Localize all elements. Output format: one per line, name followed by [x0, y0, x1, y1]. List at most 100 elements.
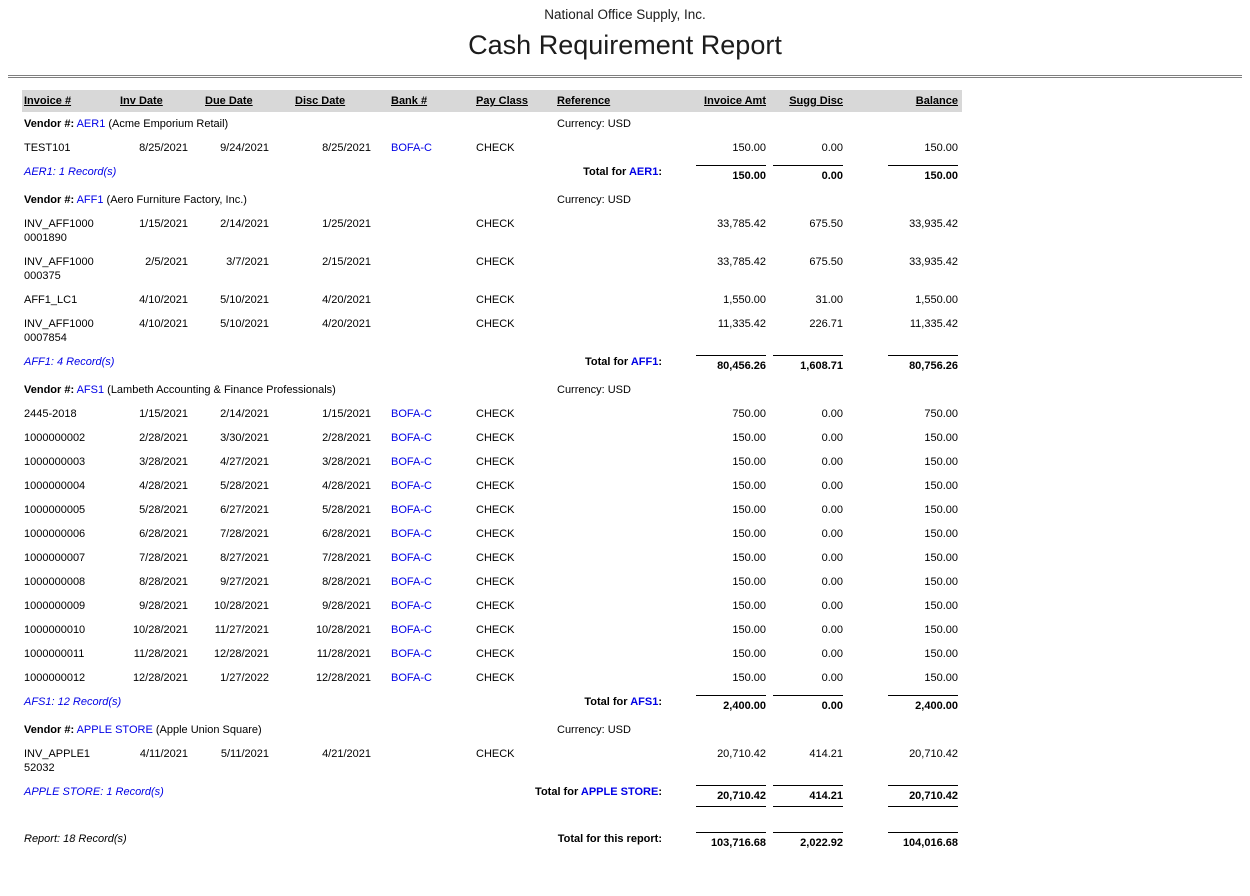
balance: 150.00: [924, 576, 958, 588]
sugg-disc: 675.50: [809, 256, 843, 268]
bank-number-cell: BOFA-C: [375, 522, 460, 546]
inv-date: 9/28/2021: [139, 600, 188, 612]
due-date: 2/14/2021: [220, 408, 269, 420]
disc-date: 8/25/2021: [322, 142, 371, 154]
sugg-disc: 0.00: [821, 552, 843, 564]
bank-link[interactable]: BOFA-C: [391, 408, 432, 420]
invoice-row: 1000000008 8/28/2021 9/27/2021 8/28/2021…: [22, 570, 962, 594]
bank-link[interactable]: BOFA-C: [391, 456, 432, 468]
invoice-row: INV_AFF10000001890 1/15/2021 2/14/2021 1…: [22, 212, 962, 250]
total-vendor-code-link[interactable]: APPLE STORE: [580, 786, 659, 798]
invoice-row: TEST101 8/25/2021 9/24/2021 8/25/2021 BO…: [22, 136, 962, 160]
colon-text: :: [658, 166, 662, 178]
cash-requirement-table: Invoice # Inv Date Due Date Disc Date Bank #…: [22, 90, 962, 855]
bank-link[interactable]: BOFA-C: [391, 528, 432, 540]
balance: 33,935.42: [909, 256, 958, 268]
vendor-header-cell: Vendor #: AFS1 (Lambeth Accounting & Fin…: [22, 378, 541, 402]
pay-class: CHECK: [476, 552, 515, 564]
bank-link[interactable]: BOFA-C: [391, 480, 432, 492]
total-for-text: Total for: [584, 696, 628, 708]
inv-date: 5/28/2021: [139, 504, 188, 516]
sugg-disc: 675.50: [809, 218, 843, 230]
empty-cell: [678, 112, 962, 136]
reference: [541, 402, 678, 426]
invoice-amt: 150.00: [732, 648, 766, 660]
reference: [541, 742, 678, 780]
invoice-number: INV_AFF10000001890: [24, 218, 94, 244]
invoice-row: 1000000012 12/28/2021 1/27/2022 12/28/20…: [22, 666, 962, 690]
group-total-invoice-amt: 80,456.26: [678, 350, 768, 378]
column-header: Sugg Disc: [789, 95, 843, 107]
inv-date: 10/28/2021: [132, 624, 188, 636]
inv-date: 1/15/2021: [139, 218, 188, 230]
invoice-number: TEST101: [24, 142, 71, 154]
total-vendor-code-link[interactable]: AER1: [628, 166, 659, 178]
invoice-row: 1000000006 6/28/2021 7/28/2021 6/28/2021…: [22, 522, 962, 546]
due-date: 12/28/2021: [213, 648, 269, 660]
pay-class: CHECK: [476, 432, 515, 444]
pay-class: CHECK: [476, 480, 515, 492]
empty-cell: [678, 188, 962, 212]
due-date: 4/27/2021: [220, 456, 269, 468]
group-total-sugg-disc: 414.21: [768, 780, 845, 812]
reference: [541, 250, 678, 288]
invoice-amt: 150.00: [732, 624, 766, 636]
sugg-disc: 0.00: [821, 528, 843, 540]
bank-link[interactable]: BOFA-C: [391, 648, 432, 660]
column-header-row: Invoice # Inv Date Due Date Disc Date Bank #…: [22, 90, 962, 112]
bank-link[interactable]: BOFA-C: [391, 142, 432, 154]
bank-link[interactable]: BOFA-C: [391, 576, 432, 588]
bank-number-cell: [375, 212, 460, 250]
invoice-number: INV_APPLE152032: [24, 748, 91, 774]
bank-link[interactable]: BOFA-C: [391, 504, 432, 516]
balance: 33,935.42: [909, 218, 958, 230]
invoice-number: 1000000010: [24, 624, 86, 636]
reference: [541, 136, 678, 160]
invoice-amt: 150.00: [732, 432, 766, 444]
bank-link[interactable]: BOFA-C: [391, 432, 432, 444]
report-total-row: Report: 18 Record(s) Total for this repo…: [22, 827, 962, 855]
vendor-code-link[interactable]: AFF1: [76, 194, 104, 206]
balance: 150.00: [924, 480, 958, 492]
due-date: 5/28/2021: [220, 480, 269, 492]
reference: [541, 594, 678, 618]
inv-date: 2/5/2021: [145, 256, 188, 268]
invoice-number: 1000000005: [24, 504, 86, 516]
bank-number-cell: [375, 288, 460, 312]
group-total-balance: 80,756.26: [845, 350, 962, 378]
due-date: 5/10/2021: [220, 318, 269, 330]
bank-link[interactable]: BOFA-C: [391, 600, 432, 612]
pay-class: CHECK: [476, 504, 515, 516]
bank-link[interactable]: BOFA-C: [391, 624, 432, 636]
pay-class: CHECK: [476, 294, 515, 306]
invoice-row: 1000000010 10/28/2021 11/27/2021 10/28/2…: [22, 618, 962, 642]
total-vendor-code-link[interactable]: AFF1: [630, 356, 659, 368]
pay-class: CHECK: [476, 576, 515, 588]
due-date: 10/28/2021: [213, 600, 269, 612]
due-date: 3/30/2021: [220, 432, 269, 444]
due-date: 5/11/2021: [220, 748, 269, 760]
reference: [541, 666, 678, 690]
bank-link[interactable]: BOFA-C: [391, 672, 432, 684]
invoice-row: 2445-2018 1/15/2021 2/14/2021 1/15/2021 …: [22, 402, 962, 426]
sugg-disc: 0.00: [821, 576, 843, 588]
disc-date: 8/28/2021: [322, 576, 371, 588]
report-total-invoice-amt: 103,716.68: [678, 827, 768, 855]
reference: [541, 426, 678, 450]
invoice-row: 1000000011 11/28/2021 12/28/2021 11/28/2…: [22, 642, 962, 666]
vendor-code-link[interactable]: AFS1: [76, 384, 105, 396]
vendor-total-row: AFF1: 4 Record(s) Total for AFF1: 80,456…: [22, 350, 962, 378]
vendor-code-link[interactable]: AER1: [76, 118, 106, 130]
total-vendor-code-link[interactable]: AFS1: [630, 696, 659, 708]
bank-link[interactable]: BOFA-C: [391, 552, 432, 564]
due-date: 9/24/2021: [220, 142, 269, 154]
column-header: Reference: [557, 95, 611, 107]
reference: [541, 546, 678, 570]
vendor-code-link[interactable]: APPLE STORE: [76, 724, 153, 736]
disc-date: 1/15/2021: [322, 408, 371, 420]
invoice-number: 1000000003: [24, 456, 86, 468]
disc-date: 4/20/2021: [322, 318, 371, 330]
balance: 11,335.42: [909, 318, 958, 330]
bank-number-cell: BOFA-C: [375, 498, 460, 522]
